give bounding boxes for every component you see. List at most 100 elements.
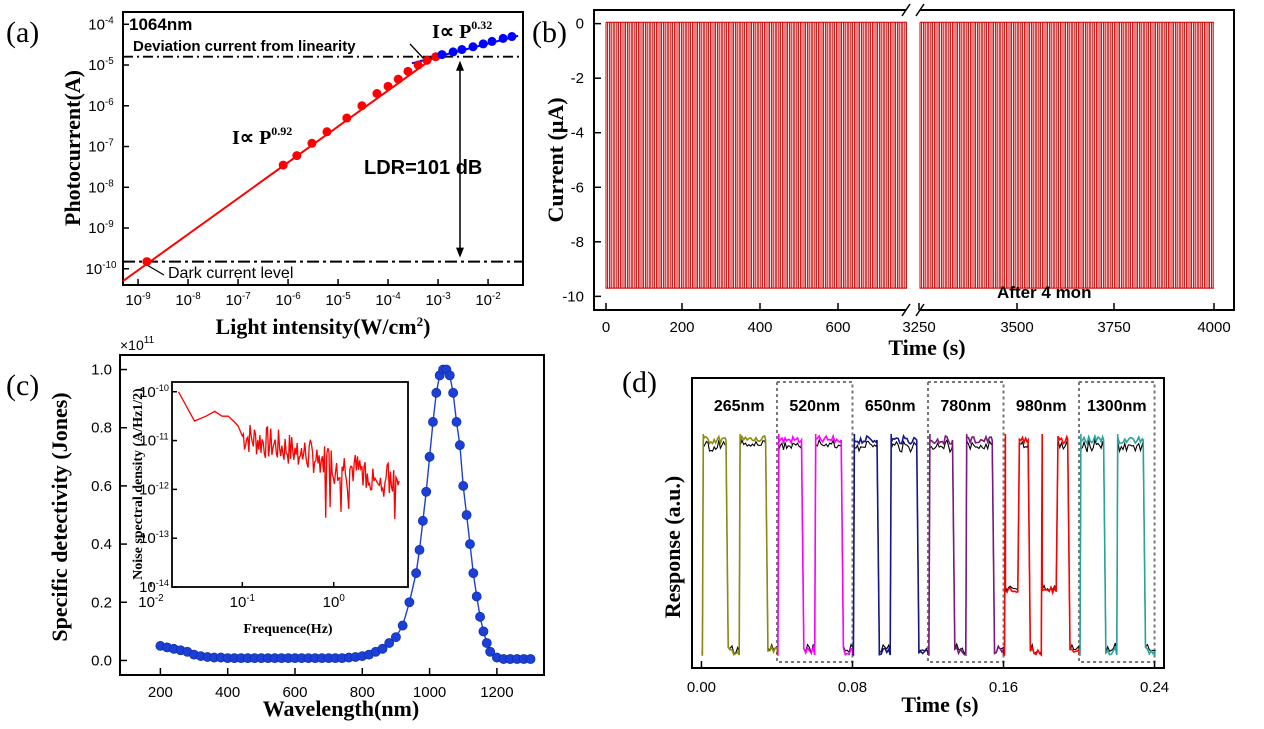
- data-point-saturation-region: [478, 39, 488, 49]
- response-trace-980nm: [1003, 433, 1081, 657]
- panel-c: 200 400 600 800 1000 1200 0.0 0.2 0.4 0.6 0.8 1.0 ×…: [47, 335, 545, 721]
- detectivity-point: [461, 510, 472, 520]
- inset-x-tick-label: 10-1: [230, 593, 255, 611]
- data-point-linear-region: [372, 89, 382, 99]
- data-point-linear-region: [422, 55, 432, 65]
- data-point-saturation-region: [448, 47, 458, 57]
- dark-current-annotation: Dark current level: [168, 265, 293, 282]
- x-tick-label: 400: [747, 319, 772, 336]
- panel-c-inset: 10-2 10-1 100 10-10 10-11 10-12 10-13 10-14 Fre…: [131, 381, 409, 637]
- detectivity-point: [471, 591, 482, 602]
- panel-c-frame: [119, 354, 545, 676]
- detectivity-point: [377, 643, 388, 654]
- y-tick-label: 0.4: [91, 536, 112, 553]
- detectivity-point: [411, 568, 422, 579]
- wavelength-label: 980nm: [1016, 398, 1067, 415]
- y-tick-label: -6: [571, 179, 584, 196]
- dark-pointer: [146, 264, 165, 276]
- response-trace-1300nm: [1079, 433, 1156, 656]
- detectivity-point: [404, 597, 415, 608]
- ldr-arrow-head-bottom: [456, 247, 464, 258]
- data-point-linear-region: [403, 66, 413, 76]
- data-point-linear-region: [292, 151, 302, 161]
- y-tick-label: 0: [576, 16, 584, 33]
- response-trace-265nm: [701, 433, 779, 657]
- x-tick-label: 0: [602, 319, 610, 336]
- axis-break-mark: [901, 3, 911, 17]
- x-tick-label: 10-4: [375, 291, 401, 309]
- x-tick-label: 200: [148, 684, 173, 701]
- panel-d: 0.00 0.08 0.16 0.24 265nm 520nm 650nm 780nm 980…: [660, 377, 1169, 717]
- x-tick-label: 10-6: [275, 291, 301, 309]
- panel-c-xlabel: Wavelength(nm): [263, 696, 419, 721]
- data-point-saturation-region: [457, 45, 467, 55]
- inset-x-tick-label: 10-2: [138, 593, 163, 611]
- x-tick-label: 400: [215, 684, 240, 701]
- y-tick-label: 10-6: [88, 97, 114, 115]
- panel-label-d: (d): [622, 366, 657, 399]
- y-tick-label: 10-4: [88, 15, 114, 33]
- data-point-saturation-region: [507, 32, 517, 42]
- data-point-linear-region: [278, 160, 288, 170]
- panel-label-c: (c): [6, 369, 39, 402]
- x-tick-label: 3250: [902, 319, 935, 336]
- detectivity-point: [428, 417, 438, 427]
- x-tick-label: 600: [282, 684, 307, 701]
- ldr-annotation: LDR=101 dB: [364, 157, 482, 179]
- data-point-saturation-region: [487, 36, 497, 46]
- deviation-annotation: Deviation current from linearity: [133, 38, 356, 55]
- detectivity-point: [421, 486, 432, 497]
- y-tick-label: 10-10: [86, 260, 117, 278]
- x-tick-label: 1200: [480, 684, 513, 701]
- panel-a: 10-9 10-8 10-7 10-6 10-5 10-4 10-3 10-2 10-10 10-…: [60, 11, 524, 339]
- y-tick-label: 0.0: [91, 652, 112, 669]
- detectivity-point: [454, 440, 465, 451]
- panel-a-title: 1064nm: [129, 15, 192, 34]
- y-tick-label: -10: [562, 288, 584, 305]
- detectivity-point: [458, 481, 469, 491]
- inset-ylabel: Noise spectral density (A/Hz1/2): [131, 388, 146, 580]
- wavelength-label: 265nm: [714, 398, 765, 415]
- wavelength-label: 1300nm: [1087, 398, 1147, 415]
- axis-break-mark: [915, 3, 925, 17]
- panel-d-frame: [691, 377, 1165, 669]
- data-point-linear-region: [413, 60, 423, 70]
- detectivity-point: [397, 620, 408, 631]
- x-tick-label: 0.00: [687, 679, 716, 696]
- inset-y-tick-label: 10-14: [139, 578, 169, 596]
- wavelength-label: 780nm: [940, 398, 991, 415]
- inset-y-tick-label: 10-12: [139, 480, 169, 498]
- y-tick-label: 1.0: [91, 362, 112, 379]
- x-tick-label: 10-9: [125, 291, 150, 309]
- data-point-linear-region: [322, 127, 332, 137]
- detectivity-point: [417, 515, 428, 526]
- y-tick-label: 0.2: [91, 594, 112, 611]
- data-point-saturation-region: [468, 42, 478, 52]
- data-point-linear-region: [393, 74, 403, 84]
- detectivity-point: [465, 539, 475, 549]
- detectivity-point: [384, 638, 395, 648]
- y-tick-label: -8: [571, 234, 584, 251]
- y-tick-label: -2: [571, 70, 584, 87]
- detectivity-point: [485, 646, 496, 657]
- wavelength-group-box: [927, 381, 1005, 663]
- current-pulse-train: [919, 22, 1214, 289]
- x-tick-label: 10-3: [425, 291, 451, 309]
- y-tick-label: 0.8: [91, 420, 112, 437]
- detectivity-point: [478, 626, 489, 637]
- detectivity-point: [475, 611, 485, 622]
- wavelength-label: 520nm: [789, 398, 840, 415]
- x-tick-label: 600: [825, 319, 850, 336]
- x-tick-label: 0.24: [1140, 679, 1169, 696]
- deviation-pointer: [409, 43, 426, 61]
- x-tick-label: 800: [350, 684, 375, 701]
- after-4-mon-annotation: After 4 mon: [997, 283, 1091, 302]
- data-point-linear-region: [357, 101, 367, 111]
- panel-c-multiplier: ×1011: [120, 335, 155, 353]
- data-point-linear-region: [383, 81, 393, 91]
- x-tick-label: 4000: [1197, 319, 1230, 336]
- x-tick-label: 10-5: [325, 291, 351, 309]
- wavelength-label: 650nm: [865, 398, 916, 415]
- panel-b-ylabel: Current (μA): [543, 97, 568, 222]
